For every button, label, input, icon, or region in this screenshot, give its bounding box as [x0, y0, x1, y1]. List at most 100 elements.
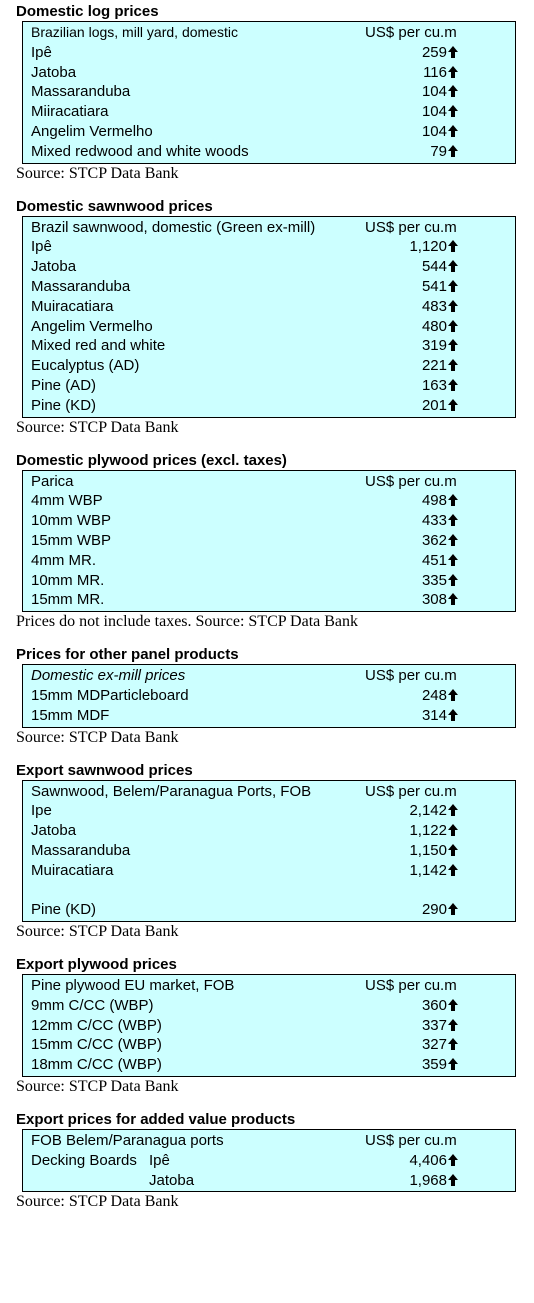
price-cell: 4,406: [395, 1151, 515, 1171]
price: 451: [421, 551, 447, 569]
section-title: Domestic plywood prices (excl. taxes): [16, 451, 287, 469]
up-arrow-icon: [448, 688, 458, 701]
price: 498: [421, 492, 447, 510]
product-name: 4mm WBP: [31, 492, 103, 510]
table-row: Jatoba 544: [23, 257, 515, 277]
price: 1,142: [409, 861, 447, 879]
header-unit: US$ per cu.m: [365, 24, 457, 41]
price-cell: 308: [395, 590, 515, 610]
table-row: 12mm C/CC (WBP) 337: [23, 1016, 515, 1036]
price-cell: 79: [395, 142, 515, 162]
price-cell: 335: [395, 571, 515, 591]
up-arrow-icon: [448, 573, 458, 586]
section: Domestic plywood prices (excl. taxes) Par…: [16, 452, 518, 633]
product-name: Ipê: [31, 43, 52, 61]
product-name: Pine (KD): [31, 396, 97, 414]
price-table: Parica US$ per cu.m 4mm WBP 498 10mm WBP 433 1…: [22, 469, 516, 613]
price-cell: 319: [395, 336, 515, 356]
group-label: Decking Boards: [31, 1151, 137, 1169]
price: 248: [421, 686, 447, 704]
product-name: 15mm C/CC (WBP): [31, 1036, 162, 1054]
price: 2,142: [409, 802, 447, 820]
price-cell: 451: [395, 551, 515, 571]
table-row: Decking Boards Ipê 4,406: [23, 1151, 515, 1171]
price-cell: 221: [395, 356, 515, 376]
up-arrow-icon: [448, 260, 458, 273]
price-table: Sawnwood, Belem/Paranagua Ports, FOB US$ …: [22, 779, 516, 923]
price-table: Brazilian logs, mill yard, domestic US$ p…: [22, 21, 516, 164]
product-name: Ipe: [31, 802, 52, 820]
table-row: 15mm WBP 362: [23, 531, 515, 551]
price: 4,406: [409, 1151, 447, 1169]
price-cell: 314: [395, 706, 515, 726]
price-cell: 104: [395, 82, 515, 102]
table-row: Massaranduba 104: [23, 82, 515, 102]
table-header: Pine plywood EU market, FOB US$ per cu.m: [23, 976, 515, 996]
product-name: 18mm C/CC (WBP): [31, 1056, 162, 1074]
up-arrow-icon: [448, 1038, 458, 1051]
price: 1,122: [409, 822, 447, 840]
section: Domestic log prices Brazilian logs, mill …: [16, 3, 518, 184]
price: 319: [421, 337, 447, 355]
price: 104: [421, 103, 447, 121]
table-row: Ipe 2,142: [23, 801, 515, 821]
table-header: Brazilian logs, mill yard, domestic US$ p…: [23, 23, 515, 43]
table-row: Mixed red and white 319: [23, 336, 515, 356]
price-cell: 337: [395, 1016, 515, 1036]
row-group: Ipê 259 Jatoba 116 Massaranduba 104 Miiracatia…: [23, 43, 515, 162]
header-unit: US$ per cu.m: [365, 1132, 457, 1150]
header-unit: US$ per cu.m: [365, 977, 457, 995]
product-name: Mixed red and white: [31, 337, 166, 355]
table-row: 10mm WBP 433: [23, 511, 515, 531]
up-arrow-icon: [448, 144, 458, 157]
product-name: Jatoba: [31, 63, 77, 81]
product-name: 15mm WBP: [31, 531, 112, 549]
product-name: Massaranduba: [31, 277, 131, 295]
table-header: Domestic ex-mill prices US$ per cu.m: [23, 666, 515, 686]
price: 433: [421, 512, 447, 530]
up-arrow-icon: [448, 378, 458, 391]
table-row: Jatoba 1,122: [23, 821, 515, 841]
price: 163: [421, 376, 447, 394]
table-row: 9mm C/CC (WBP) 360: [23, 996, 515, 1016]
row-group: 4mm WBP 498 10mm WBP 433 15mm WBP 362 4mm MR. 4…: [23, 491, 515, 610]
product-name: Massaranduba: [31, 83, 131, 101]
price-cell: 248: [395, 686, 515, 706]
up-arrow-icon: [448, 279, 458, 292]
price: 327: [421, 1036, 447, 1054]
header-unit: US$ per cu.m: [365, 667, 457, 685]
price-cell: 541: [395, 277, 515, 297]
price-cell: 201: [395, 396, 515, 416]
document: Domestic log prices Brazilian logs, mill …: [16, 3, 518, 1210]
header-label: Parica: [31, 472, 74, 490]
table-row: 15mm MDF 314: [23, 706, 515, 726]
price: 201: [421, 396, 447, 414]
up-arrow-icon: [448, 804, 458, 817]
up-arrow-icon: [448, 708, 458, 721]
row-group: 15mm MDParticleboard 248 15mm MDF 314: [23, 686, 515, 726]
up-arrow-icon: [448, 1173, 458, 1186]
row-group: Ipe 2,142 Jatoba 1,122 Massaranduba 1,150 Muir…: [23, 801, 515, 880]
section-title: Prices for other panel products: [16, 646, 239, 664]
product-name: Pine (AD): [31, 376, 97, 394]
product-name: 10mm MR.: [31, 571, 105, 589]
price-cell: 1,120: [395, 237, 515, 257]
table-header: Brazil sawnwood, domestic (Green ex-mill…: [23, 218, 515, 238]
price: 1,120: [409, 238, 447, 256]
up-arrow-icon: [448, 85, 458, 98]
up-arrow-icon: [448, 514, 458, 527]
table-row: 15mm MDParticleboard 248: [23, 686, 515, 706]
price: 116: [423, 63, 447, 81]
table-row: Eucalyptus (AD) 221: [23, 356, 515, 376]
price-table: Domestic ex-mill prices US$ per cu.m 15mm …: [22, 664, 516, 728]
price: 259: [421, 43, 447, 61]
source-note: Source: STCP Data Bank: [16, 418, 179, 436]
up-arrow-icon: [448, 339, 458, 352]
price-cell: 327: [395, 1035, 515, 1055]
product-name: Angelim Vermelho: [31, 122, 153, 140]
table-row: Jatoba 116: [23, 63, 515, 83]
price-cell: 362: [395, 531, 515, 551]
up-arrow-icon: [448, 240, 458, 253]
table-row: 18mm C/CC (WBP) 359: [23, 1055, 515, 1075]
table-row: 4mm MR. 451: [23, 551, 515, 571]
